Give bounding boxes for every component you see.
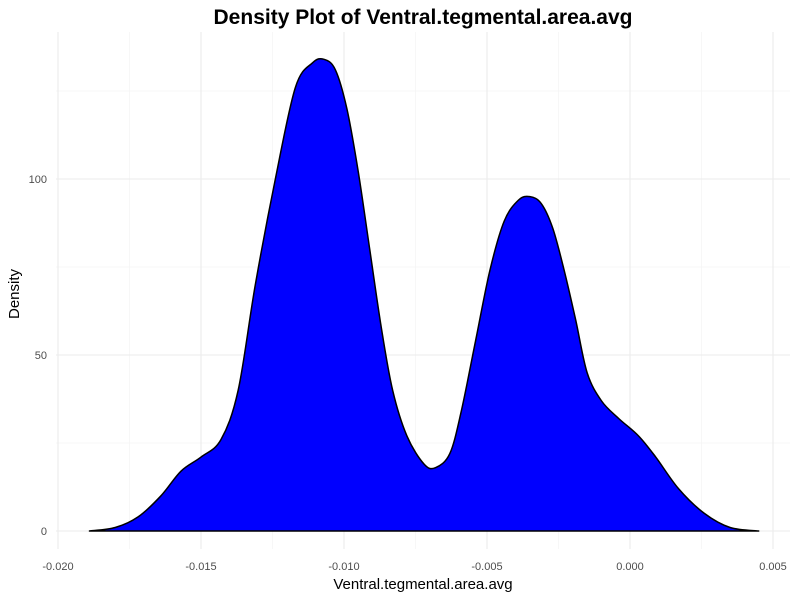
x-tick-label: -0.015 — [185, 561, 216, 573]
x-tick-label: -0.010 — [328, 561, 359, 573]
y-tick-label: 50 — [35, 350, 47, 362]
x-axis-label: Ventral.tegmental.area.avg — [333, 576, 512, 593]
x-tick-label: -0.005 — [471, 561, 502, 573]
x-tick-label: 0.005 — [759, 561, 787, 573]
y-axis-label: Density — [6, 268, 23, 319]
x-tick-labels: -0.020 -0.015 -0.010 -0.005 0.000 0.005 — [42, 561, 786, 573]
x-tick-label: -0.020 — [42, 561, 73, 573]
y-tick-labels: 0 50 100 — [29, 174, 47, 538]
chart-title: Density Plot of Ventral.tegmental.area.a… — [214, 6, 633, 29]
y-tick-label: 0 — [41, 526, 47, 538]
y-tick-label: 100 — [29, 174, 47, 186]
density-area — [88, 57, 760, 532]
x-tick-label: 0.000 — [616, 561, 644, 573]
